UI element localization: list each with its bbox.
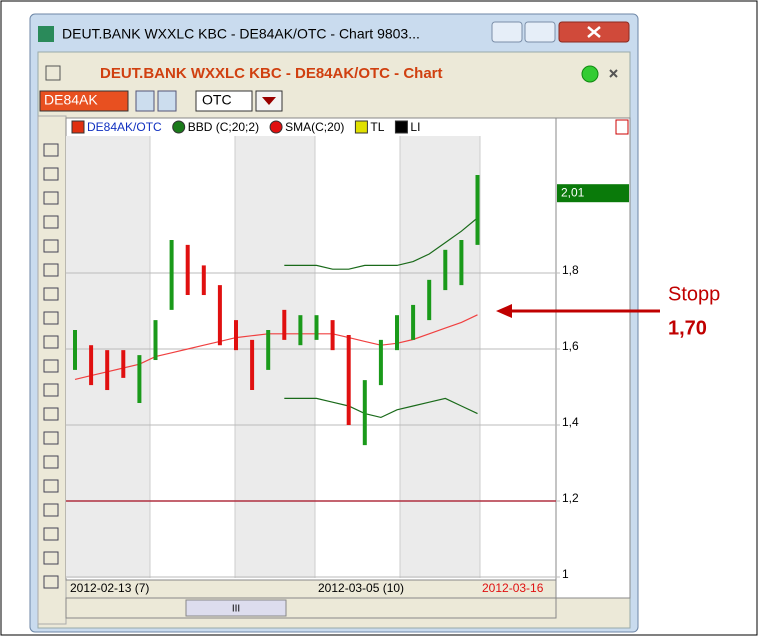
symbol-input[interactable] bbox=[39, 90, 129, 112]
scrollbar[interactable] bbox=[65, 597, 557, 619]
header-icon bbox=[45, 65, 61, 81]
tool-icon[interactable] bbox=[43, 359, 59, 373]
exchange-input[interactable] bbox=[195, 90, 253, 112]
tool-icon[interactable] bbox=[43, 455, 59, 469]
tool-icon[interactable] bbox=[43, 527, 59, 541]
tool-icon[interactable] bbox=[43, 143, 59, 157]
tool-icon[interactable] bbox=[43, 407, 59, 421]
tool-button[interactable] bbox=[135, 90, 155, 112]
price-label: 2,01 bbox=[561, 185, 585, 199]
tool-icon[interactable] bbox=[43, 191, 59, 205]
scroll-thumb-grip: III bbox=[232, 604, 240, 615]
y-tick-label: 1,4 bbox=[562, 415, 579, 429]
x-label: 2012-02-13 (7) bbox=[70, 581, 149, 595]
indicator-line bbox=[74, 314, 478, 380]
minimize[interactable] bbox=[491, 21, 523, 43]
legend-label: SMA(C;20) bbox=[285, 120, 344, 134]
panel-close[interactable] bbox=[609, 69, 618, 78]
exchange: OTC bbox=[202, 92, 232, 108]
symbol: DE84AK bbox=[44, 92, 98, 108]
status-dot bbox=[581, 65, 599, 83]
indicator-line bbox=[284, 217, 478, 270]
arrow-head bbox=[496, 304, 512, 318]
legend-swatch bbox=[354, 120, 368, 134]
y-tick-label: 1 bbox=[562, 567, 569, 581]
close-icon bbox=[587, 26, 601, 38]
indicator-line bbox=[284, 397, 478, 419]
legend-swatch bbox=[172, 120, 186, 134]
tool-icon[interactable] bbox=[43, 383, 59, 397]
dropdown-arrow bbox=[262, 97, 276, 105]
legend-swatch bbox=[269, 120, 283, 134]
tool-icon[interactable] bbox=[43, 263, 59, 277]
panel-header: DEUT.BANK WXXLC KBC - DE84AK/OTC - Chart bbox=[100, 65, 443, 82]
legend-label: TL bbox=[370, 120, 384, 134]
tool-button[interactable] bbox=[157, 90, 177, 112]
tool-icon[interactable] bbox=[43, 479, 59, 493]
y-tick-label: 1,2 bbox=[562, 491, 579, 505]
tool-icon[interactable] bbox=[43, 431, 59, 445]
legend-label: LI bbox=[410, 120, 420, 134]
legend-swatch bbox=[394, 120, 408, 134]
tool-icon[interactable] bbox=[43, 335, 59, 349]
x-label: 2012-03-16 bbox=[482, 581, 544, 595]
annotation-text: Stopp bbox=[668, 283, 720, 305]
tool-icon[interactable] bbox=[43, 311, 59, 325]
tool-icon[interactable] bbox=[43, 167, 59, 181]
band bbox=[235, 136, 315, 578]
band bbox=[400, 136, 480, 578]
legend-label: BBD (C;20;2) bbox=[188, 120, 259, 134]
app-icon bbox=[38, 26, 54, 42]
legend-swatch bbox=[71, 120, 85, 134]
maximize[interactable] bbox=[524, 21, 556, 43]
scroll-thumb[interactable] bbox=[185, 599, 287, 617]
tool-icon[interactable] bbox=[43, 551, 59, 565]
y-tick-label: 1,8 bbox=[562, 263, 579, 277]
tool-icon[interactable] bbox=[43, 215, 59, 229]
window-title: DEUT.BANK WXXLC KBC - DE84AK/OTC - Chart… bbox=[62, 26, 420, 42]
tool-icon[interactable] bbox=[43, 239, 59, 253]
lock[interactable] bbox=[615, 119, 629, 135]
tool-icon[interactable] bbox=[43, 503, 59, 517]
y-tick-label: 1,6 bbox=[562, 339, 579, 353]
tool-icon[interactable] bbox=[43, 287, 59, 301]
x-label: 2012-03-05 (10) bbox=[318, 581, 404, 595]
price-box bbox=[557, 184, 629, 203]
tool-icon[interactable] bbox=[43, 575, 59, 589]
legend-label: DE84AK/OTC bbox=[87, 120, 162, 134]
annotation-text: 1,70 bbox=[668, 317, 707, 339]
